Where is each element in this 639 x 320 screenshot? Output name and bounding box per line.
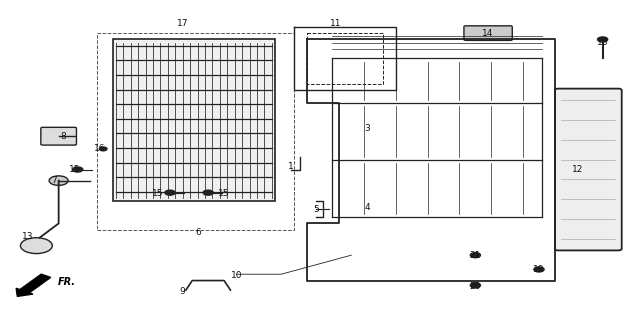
Text: 20: 20 [470, 282, 481, 292]
Text: 13: 13 [22, 232, 34, 241]
Text: 3: 3 [364, 124, 370, 133]
Circle shape [20, 238, 52, 253]
Text: 21: 21 [470, 251, 481, 260]
Circle shape [100, 147, 107, 151]
Text: 18: 18 [597, 38, 608, 47]
Text: 9: 9 [180, 287, 185, 296]
Text: 15: 15 [219, 189, 230, 198]
Bar [112, 39, 275, 201]
Circle shape [534, 267, 544, 272]
Text: 15: 15 [69, 165, 81, 174]
Circle shape [49, 176, 68, 185]
Circle shape [597, 37, 608, 42]
Circle shape [165, 190, 175, 195]
Text: 1: 1 [288, 162, 294, 171]
Text: 11: 11 [330, 19, 341, 28]
Text: 10: 10 [231, 271, 243, 280]
Text: 8: 8 [61, 132, 66, 141]
Text: 7: 7 [51, 176, 57, 185]
Circle shape [470, 283, 481, 288]
Text: 4: 4 [364, 203, 370, 212]
Text: 14: 14 [482, 28, 494, 38]
Circle shape [73, 167, 83, 172]
FancyArrow shape [16, 274, 50, 296]
Text: 16: 16 [95, 144, 105, 153]
Text: 5: 5 [314, 205, 320, 214]
Text: 19: 19 [534, 265, 544, 274]
FancyBboxPatch shape [555, 89, 622, 251]
Circle shape [203, 190, 213, 195]
FancyBboxPatch shape [464, 26, 512, 40]
Text: 15: 15 [151, 189, 163, 198]
Text: 17: 17 [177, 19, 189, 28]
Bar [97, 33, 294, 230]
Bar [112, 39, 275, 201]
Text: 12: 12 [571, 165, 583, 174]
Circle shape [470, 252, 481, 258]
FancyBboxPatch shape [41, 127, 77, 145]
Text: 6: 6 [196, 228, 201, 237]
Text: FR.: FR. [58, 277, 75, 287]
